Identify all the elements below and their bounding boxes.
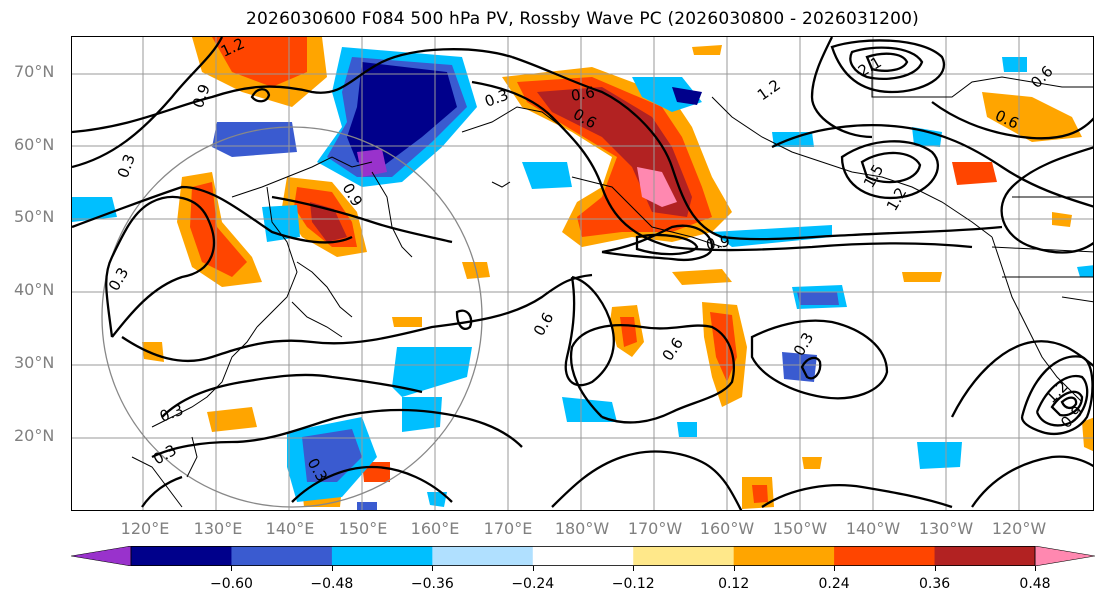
colorbar-segment (934, 546, 1036, 566)
lon-label: 130°W (918, 519, 974, 538)
lon-label: 120°W (991, 519, 1047, 538)
contour-label: 2.1 (855, 53, 885, 81)
contour-label: 0.9 (705, 232, 732, 254)
colorbar-tick-label: −0.60 (209, 576, 253, 592)
colorbar-tick-mark (231, 566, 233, 571)
colorbar-tick-label: −0.48 (310, 576, 354, 592)
colorbar-segment (733, 546, 835, 566)
colorbar-segment (432, 546, 534, 566)
map-canvas: 1.2 0.9 0.3 0.6 0.9 1.2 2.1 0.6 0.3 0.6 … (72, 37, 1093, 510)
lon-label: 130°E (193, 519, 243, 538)
map-panel: 1.2 0.9 0.3 0.6 0.9 1.2 2.1 0.6 0.3 0.6 … (71, 36, 1094, 511)
colorbar-tick-label: 0.12 (718, 576, 750, 592)
lon-label: 160°W (699, 519, 755, 538)
contour-label: 0.6 (570, 83, 597, 105)
contour-label: 0.6 (530, 309, 558, 339)
pv-contours (72, 37, 1093, 510)
colorbar-segment (331, 546, 433, 566)
colorbar-tick-label: 0.48 (1019, 576, 1051, 592)
colorbar-extend-min (71, 546, 132, 566)
contour-label: 0.6 (1027, 62, 1057, 92)
colorbar-tick-label: −0.12 (611, 576, 655, 592)
lon-label: 170°E (483, 519, 533, 538)
lat-label-50: 50°N (14, 207, 55, 226)
lat-label-30: 30°N (14, 353, 55, 372)
contour-label: 1.2 (883, 184, 911, 214)
colorbar-segment (532, 546, 634, 566)
colorbar-tick-mark (934, 566, 936, 571)
colorbar-tick-mark (432, 566, 434, 571)
lon-label: 180°W (554, 519, 610, 538)
contour-label: 0.3 (114, 152, 139, 181)
colorbar-segment (834, 546, 936, 566)
contour-label: 0.9 (189, 82, 214, 111)
colorbar-tick-mark (1035, 566, 1036, 571)
lon-label: 170°W (627, 519, 683, 538)
gridlines (72, 37, 1093, 510)
contour-label: 1.2 (754, 76, 784, 104)
colorbar-tick-label: −0.36 (410, 576, 454, 592)
colorbar-tick-mark (331, 566, 333, 571)
colorbar (71, 546, 1095, 566)
colorbar-segment (231, 546, 333, 566)
colorbar-segment (633, 546, 735, 566)
colorbar-tick-label: 0.24 (818, 576, 850, 592)
colorbar-tick-label: 0.36 (918, 576, 951, 592)
lon-label: 160°E (410, 519, 460, 538)
colorbar-tick-mark (633, 566, 635, 571)
lat-label-40: 40°N (14, 280, 55, 299)
lon-label: 150°W (772, 519, 828, 538)
colorbar-segment (131, 546, 232, 566)
lat-label-60: 60°N (14, 135, 55, 154)
lon-label: 140°W (845, 519, 901, 538)
reference-circle (101, 126, 483, 508)
lat-label-20: 20°N (14, 426, 55, 445)
map-title: 2026030600 F084 500 hPa PV, Rossby Wave … (246, 9, 919, 29)
lon-label: 140°E (265, 519, 315, 538)
contour-label: 0.6 (659, 334, 687, 364)
lon-label: 120°E (120, 519, 170, 538)
colorbar-tick-mark (532, 566, 534, 571)
contour-label: 0.3 (157, 401, 186, 426)
colorbar-extend-max (1034, 546, 1095, 566)
contour-label: 0.9 (1057, 402, 1087, 432)
positive-pv-anomalies (142, 37, 1093, 509)
contour-label: 0.3 (150, 441, 180, 469)
colorbar-tick-mark (834, 566, 836, 571)
colorbar-tick-mark (733, 566, 735, 571)
lat-label-70: 70°N (14, 62, 55, 81)
contour-label: 1.2 (1042, 377, 1072, 407)
colorbar-tick-label: −0.24 (511, 576, 555, 592)
lon-label: 150°E (338, 519, 388, 538)
